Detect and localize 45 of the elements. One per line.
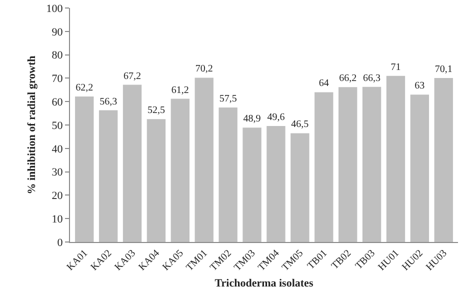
data-label: 49,6 [267,112,285,123]
y-tick-label: 40 [52,143,64,156]
bar [170,98,190,242]
y-tick-label: 80 [52,50,64,62]
y-tick-label: 50 [52,120,64,132]
bar [410,94,430,242]
y-tick-label: 30 [52,166,64,179]
data-label: 66,3 [363,72,381,84]
y-tick-label: 100 [46,2,64,15]
y-tick-label: 60 [52,96,64,108]
bar [338,87,358,242]
bar [122,84,142,242]
data-label: 70,2 [195,64,213,75]
bar [266,126,286,242]
data-label: 61,2 [171,84,189,96]
data-label: 46,5 [291,119,309,130]
bar [218,107,238,242]
y-tick-label: 20 [52,190,64,202]
data-label: 52,5 [147,105,165,116]
bar [146,119,166,242]
bar [98,110,118,242]
bar [386,76,406,242]
bar [290,133,310,242]
bar [314,92,334,242]
data-label: 64 [318,78,329,90]
data-label: 56,3 [100,96,118,108]
bar [194,78,214,242]
y-axis-title: % inhibition of radial growth [26,56,38,194]
bar [242,128,262,242]
data-label: 71 [390,62,401,73]
y-tick-label: 90 [52,26,64,38]
y-tick-label: 0 [57,236,64,249]
x-axis-title: Trichoderma isolates [214,278,314,290]
bar [362,86,382,242]
y-tick-label: 10 [52,213,64,226]
data-label: 48,9 [243,114,261,125]
data-label: 62,2 [76,82,94,94]
data-label: 66,2 [339,73,357,84]
data-label: 57,5 [219,93,237,104]
bar [434,78,453,242]
bar [75,96,94,242]
y-tick-label: 70 [52,73,64,86]
data-label: 63 [414,80,425,92]
data-label: 67,2 [124,70,142,82]
data-label: 70,1 [434,64,452,75]
